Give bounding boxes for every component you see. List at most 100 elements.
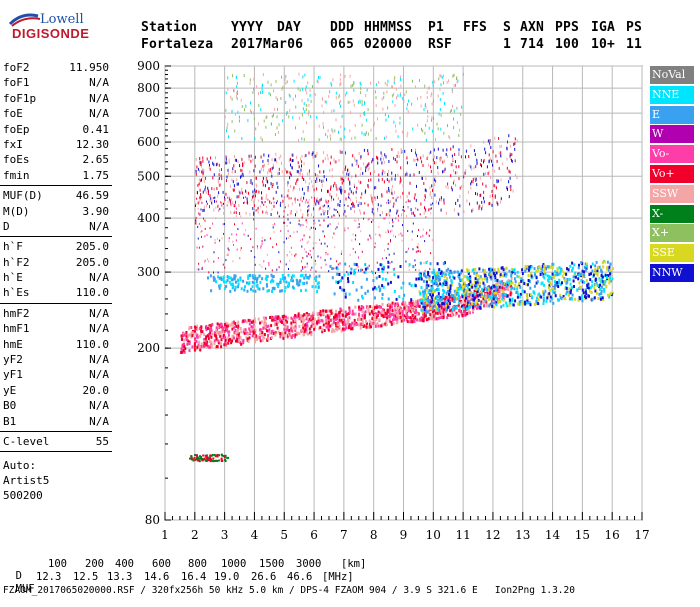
echo-point — [209, 460, 212, 463]
echo-point — [314, 259, 316, 262]
echo-point — [231, 170, 233, 174]
echo-point — [247, 340, 250, 344]
echo-point — [583, 280, 586, 284]
echo-point — [410, 304, 413, 308]
echo-point — [233, 188, 235, 192]
echo-point — [492, 299, 495, 303]
echo-point — [344, 314, 347, 318]
echo-point — [424, 298, 427, 302]
echo-point — [213, 208, 215, 212]
echo-point — [338, 313, 341, 317]
echo-point — [338, 130, 339, 134]
echo-point — [366, 164, 368, 168]
echo-point — [570, 286, 573, 290]
echo-point — [528, 301, 531, 304]
echo-point — [448, 299, 451, 303]
echo-point — [521, 289, 524, 293]
echo-point — [208, 260, 210, 263]
echo-point — [425, 138, 427, 142]
echo-point — [420, 298, 423, 302]
echo-point — [415, 268, 417, 271]
echo-point — [202, 245, 204, 248]
echo-point — [396, 211, 398, 214]
echo-point — [466, 292, 469, 296]
echo-point — [327, 200, 329, 204]
echo-point — [303, 281, 306, 285]
echo-point — [196, 456, 199, 459]
echo-point — [355, 234, 357, 237]
echo-point — [323, 219, 325, 222]
echo-point — [487, 139, 489, 143]
echo-point — [434, 274, 437, 278]
echo-point — [297, 283, 300, 287]
echo-point — [502, 297, 505, 301]
echo-point — [388, 308, 391, 312]
echo-point — [294, 200, 296, 204]
echo-point — [221, 203, 223, 207]
echo-point — [554, 273, 557, 277]
echo-point — [476, 183, 478, 187]
echo-point — [388, 186, 390, 190]
echo-point — [263, 326, 266, 330]
echo-point — [374, 246, 376, 249]
echo-point — [611, 267, 614, 271]
echo-point — [602, 280, 605, 284]
echo-point — [317, 286, 320, 290]
echo-point — [287, 204, 289, 208]
echo-point — [447, 182, 449, 186]
echo-point — [331, 330, 333, 333]
echo-point — [230, 211, 232, 215]
echo-point — [558, 281, 561, 285]
x-tick-label: 11 — [455, 528, 470, 542]
echo-point — [428, 86, 430, 90]
echo-point — [308, 169, 310, 173]
echo-point — [472, 292, 475, 296]
echo-point — [403, 306, 406, 310]
echo-point — [213, 453, 216, 456]
header-cell: Mar06 — [263, 37, 304, 52]
echo-point — [265, 210, 267, 214]
echo-point — [362, 268, 364, 271]
echo-point — [277, 282, 279, 286]
echo-point — [210, 340, 213, 344]
echo-point — [326, 153, 328, 157]
echo-point — [477, 287, 480, 291]
echo-point — [254, 337, 257, 341]
echo-point — [226, 456, 230, 459]
echo-point — [506, 304, 509, 308]
echo-point — [385, 135, 387, 139]
echo-point — [412, 300, 415, 304]
echo-point — [494, 136, 496, 140]
echo-point — [397, 151, 399, 155]
echo-point — [391, 85, 393, 89]
echo-point — [215, 163, 217, 167]
echo-point — [210, 156, 212, 160]
echo-point — [393, 311, 396, 315]
echo-point — [265, 317, 267, 321]
echo-point — [486, 288, 489, 292]
echo-point — [498, 269, 500, 273]
echo-point — [254, 289, 257, 293]
echo-point — [257, 247, 259, 250]
echo-point — [504, 293, 507, 296]
echo-point — [253, 174, 255, 178]
echo-point — [194, 346, 197, 350]
param-name: foE — [3, 107, 23, 121]
echo-point — [338, 326, 341, 330]
echo-point — [476, 192, 478, 196]
echo-point — [600, 289, 603, 293]
echo-point — [571, 266, 574, 270]
echo-point — [516, 270, 519, 274]
echo-point — [421, 298, 424, 302]
echo-point — [511, 271, 514, 275]
echo-point — [203, 179, 205, 183]
echo-point — [182, 348, 185, 352]
echo-point — [495, 288, 498, 291]
echo-point — [592, 275, 595, 278]
echo-point — [393, 81, 395, 85]
echo-point — [253, 324, 256, 328]
echo-point — [351, 312, 354, 316]
echo-point — [204, 219, 206, 222]
echo-point — [441, 283, 444, 287]
echo-point — [532, 290, 535, 294]
